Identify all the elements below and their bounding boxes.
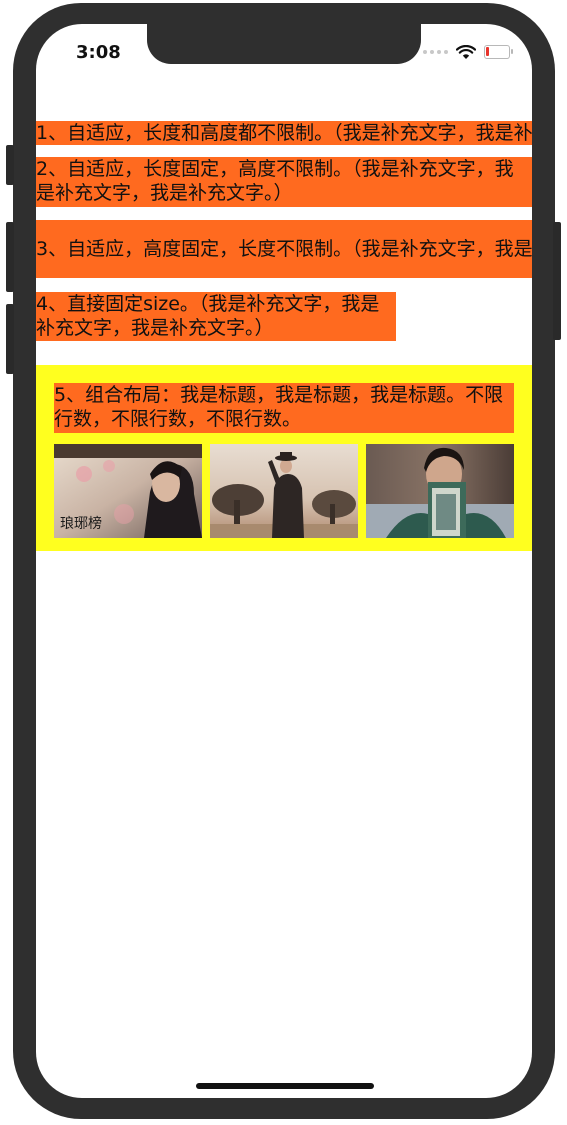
signal-dots-icon (423, 50, 448, 54)
mute-switch (6, 145, 14, 185)
notch (147, 24, 421, 64)
volume-down-button (6, 304, 14, 374)
status-time: 3:08 (76, 42, 121, 63)
photo-3[interactable] (366, 444, 514, 538)
photo-1[interactable]: 琅琊榜 (54, 444, 202, 538)
group-title: 5、组合布局：我是标题，我是标题，我是标题。不限行数，不限行数，不限行数。 (54, 383, 514, 433)
label-4: 4、直接固定size。（我是补充文字，我是补充文字，我是补充文字。） (36, 292, 396, 341)
screen: 3:08 1、自适应，长度和高度都不限制。（我是补充文字，我是补充文字，我是补充… (36, 24, 532, 1098)
label-2: 2、自适应，长度固定，高度不限制。（我是补充文字，我是补充文字，我是补充文字。） (36, 157, 532, 207)
photo-2[interactable] (210, 444, 358, 538)
label-3: 3、自适应，高度固定，长度不限制。（我是补充文字，我是补充文字，我是补充文字。） (36, 220, 532, 278)
wifi-icon (456, 44, 476, 59)
status-icons (423, 42, 513, 62)
photo-2-image (210, 444, 358, 538)
battery-icon (484, 45, 513, 59)
photo-3-image (366, 444, 514, 538)
photo-1-image: 琅琊榜 (54, 444, 202, 538)
home-indicator[interactable] (196, 1083, 374, 1089)
volume-up-button (6, 222, 14, 292)
composite-layout-group: 5、组合布局：我是标题，我是标题，我是标题。不限行数，不限行数，不限行数。 (36, 365, 532, 551)
label-1: 1、自适应，长度和高度都不限制。（我是补充文字，我是补充文字，我是补充文字。） (36, 121, 532, 145)
power-button (553, 222, 561, 340)
photo-1-caption: 琅琊榜 (60, 515, 102, 532)
